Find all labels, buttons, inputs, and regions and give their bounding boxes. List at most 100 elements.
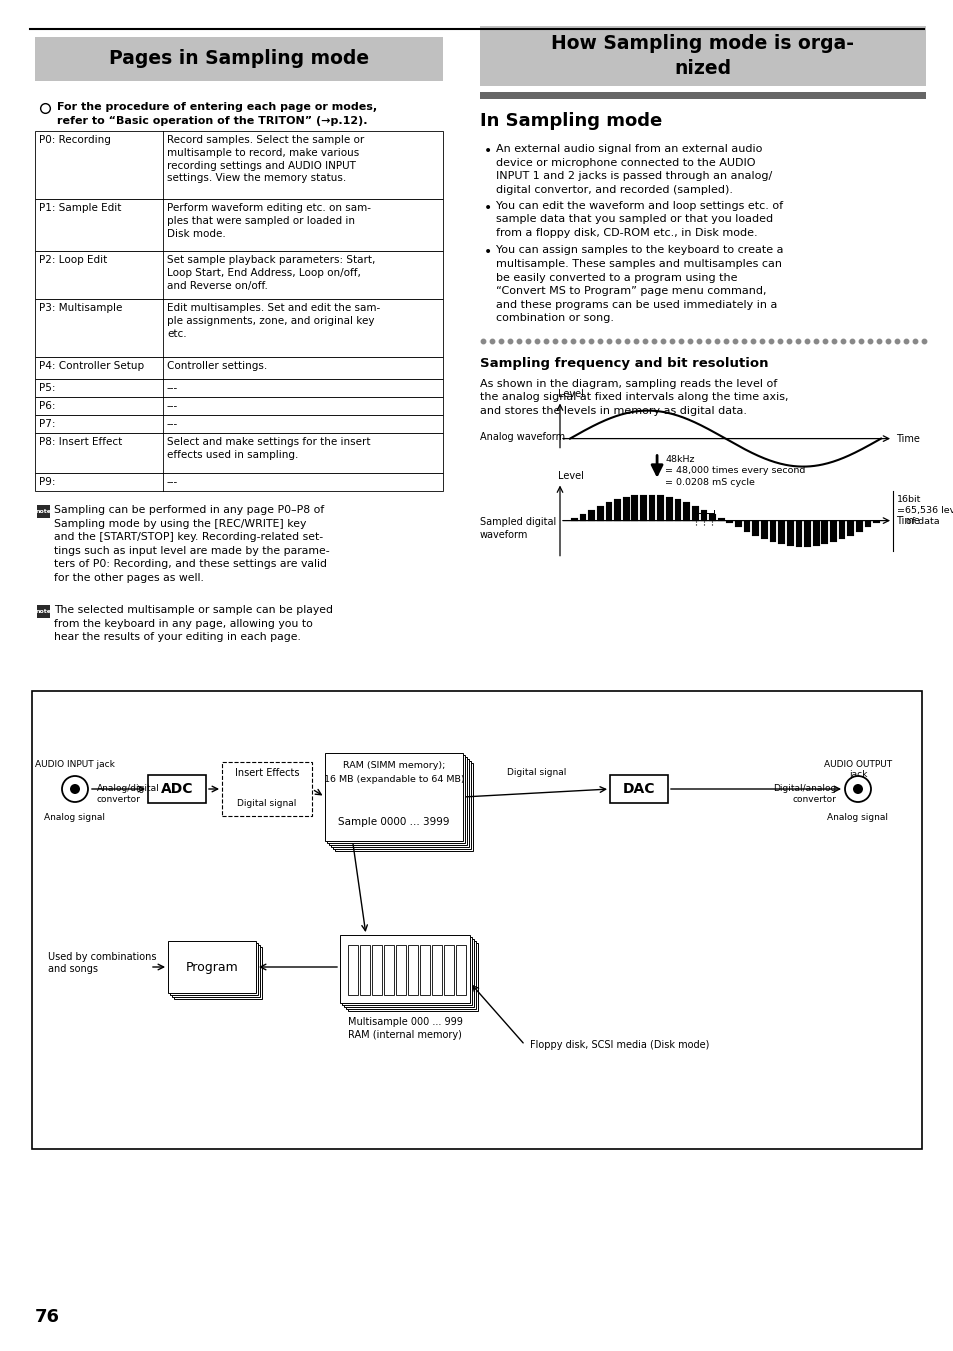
Bar (35, 380, 442, 397)
Bar (170, 943, 257, 994)
Bar (597, 505, 603, 520)
Text: P7:: P7: (39, 419, 55, 430)
Text: Program: Program (186, 961, 238, 974)
Text: Controller settings.: Controller settings. (167, 361, 267, 372)
Bar (795, 520, 801, 547)
Text: Sampled digital
waveform: Sampled digital waveform (479, 516, 556, 540)
Bar (32, 690, 921, 1148)
Bar (769, 520, 776, 542)
Text: note: note (35, 609, 51, 613)
Text: Insert Effects: Insert Effects (234, 767, 299, 778)
Bar (821, 520, 827, 544)
Bar (35, 36, 442, 81)
Bar (700, 509, 706, 520)
Bar (35, 199, 442, 251)
Text: Analog signal: Analog signal (826, 813, 887, 821)
Text: Multisample 000 ... 999: Multisample 000 ... 999 (347, 1017, 462, 1027)
Bar (717, 519, 723, 520)
Text: Sample 0000 ... 3999: Sample 0000 ... 3999 (338, 817, 449, 827)
Text: As shown in the diagram, sampling reads the level of
the analog signal at fixed : As shown in the diagram, sampling reads … (479, 378, 788, 416)
Text: AUDIO INPUT jack: AUDIO INPUT jack (35, 761, 114, 769)
Bar (588, 509, 595, 520)
Text: ---: --- (167, 401, 178, 411)
Bar (35, 415, 442, 434)
Text: P4: Controller Setup: P4: Controller Setup (39, 361, 144, 372)
Text: P5:: P5: (39, 382, 55, 393)
Text: How Sampling mode is orga-
nized: How Sampling mode is orga- nized (551, 34, 854, 78)
Text: •: • (483, 201, 492, 215)
Bar (419, 944, 430, 994)
Bar (665, 497, 672, 520)
Bar (344, 939, 474, 1006)
Bar (327, 755, 464, 843)
Text: 16bit
=65,536 levels
   of data: 16bit =65,536 levels of data (896, 494, 953, 527)
Text: jack: jack (848, 770, 866, 780)
Bar (778, 520, 784, 544)
Text: ---: --- (167, 477, 178, 486)
Text: Time: Time (895, 516, 919, 526)
Bar (786, 520, 793, 546)
Text: AUDIO OUTPUT: AUDIO OUTPUT (823, 761, 891, 769)
Bar (863, 520, 870, 527)
Text: Sampling frequency and bit resolution: Sampling frequency and bit resolution (479, 357, 768, 370)
Text: Edit multisamples. Set and edit the sam-
ple assignments, zone, and original key: Edit multisamples. Set and edit the sam-… (167, 303, 380, 339)
Bar (148, 775, 206, 802)
Bar (614, 500, 620, 520)
Bar (35, 473, 442, 490)
Text: Used by combinations
and songs: Used by combinations and songs (48, 951, 156, 974)
Circle shape (852, 784, 862, 794)
Bar (329, 757, 467, 844)
Bar (631, 496, 638, 520)
Bar (372, 944, 381, 994)
Bar (432, 944, 441, 994)
Bar (752, 520, 759, 535)
Bar (803, 520, 810, 547)
Text: P2: Loop Edit: P2: Loop Edit (39, 255, 107, 265)
Bar (735, 520, 741, 527)
Bar (648, 494, 655, 520)
Text: In Sampling mode: In Sampling mode (479, 112, 661, 130)
Bar (743, 520, 750, 531)
Bar (812, 520, 819, 546)
Bar (348, 944, 357, 994)
Text: •: • (483, 145, 492, 158)
Bar (168, 942, 255, 993)
Bar (456, 944, 465, 994)
Text: P1: Sample Edit: P1: Sample Edit (39, 203, 121, 213)
Text: 16 MB (expandable to 64 MB): 16 MB (expandable to 64 MB) (323, 775, 464, 784)
Bar (691, 505, 698, 520)
Bar (838, 520, 844, 539)
Bar (408, 944, 417, 994)
Text: Floppy disk, SCSI media (Disk mode): Floppy disk, SCSI media (Disk mode) (530, 1040, 709, 1050)
Bar (346, 942, 476, 1009)
Text: P8: Insert Effect: P8: Insert Effect (39, 436, 122, 447)
Bar (479, 26, 925, 86)
Text: Pages in Sampling mode: Pages in Sampling mode (109, 50, 369, 69)
Text: Time: Time (895, 434, 919, 443)
Text: Analog waveform: Analog waveform (479, 431, 564, 442)
Text: ---: --- (167, 382, 178, 393)
Bar (579, 513, 586, 520)
Bar (339, 935, 470, 1002)
Text: Set sample playback parameters: Start,
Loop Start, End Address, Loop on/off,
and: Set sample playback parameters: Start, L… (167, 255, 375, 290)
Bar (657, 496, 663, 520)
Bar (331, 759, 469, 847)
Text: 48kHz
= 48,000 times every second
= 0.0208 mS cycle: 48kHz = 48,000 times every second = 0.02… (664, 454, 804, 488)
Bar (760, 520, 767, 539)
Text: note: note (35, 509, 51, 513)
Bar (570, 519, 578, 520)
Bar (708, 513, 715, 520)
Text: Digital signal: Digital signal (237, 798, 296, 808)
Text: Perform waveform editing etc. on sam-
ples that were sampled or loaded in
Disk m: Perform waveform editing etc. on sam- pl… (167, 203, 371, 239)
Text: Level: Level (558, 470, 583, 481)
Bar (872, 520, 879, 523)
Bar (725, 520, 733, 523)
Text: Analog/digital
convertor: Analog/digital convertor (97, 784, 159, 804)
Text: Digital/analog
convertor: Digital/analog convertor (772, 784, 835, 804)
Text: RAM (internal memory): RAM (internal memory) (348, 1029, 461, 1040)
Bar (639, 494, 646, 520)
Bar (846, 520, 853, 535)
Text: An external audio signal from an external audio
device or microphone connected t: An external audio signal from an externa… (496, 145, 771, 195)
Bar (341, 938, 472, 1005)
Bar (829, 520, 836, 542)
